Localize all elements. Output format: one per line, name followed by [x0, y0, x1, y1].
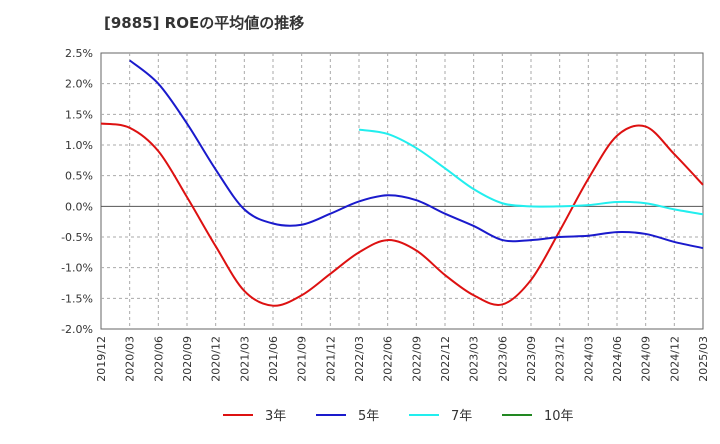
series-line-1: [100, 122, 704, 307]
plot-area: [100, 52, 704, 330]
x-tick-label: 2020/06: [152, 336, 165, 382]
x-tick-label: 2022/12: [439, 336, 452, 382]
y-tick-label: 1.5%: [65, 108, 93, 121]
x-tick-label: 2023/12: [554, 336, 567, 382]
x-tick-label: 2024/12: [668, 336, 681, 382]
x-tick-label: 2021/12: [324, 336, 337, 382]
y-tick-label: 0.0%: [65, 200, 93, 213]
series-line-3: [358, 128, 704, 216]
legend-label-3: 7年: [451, 409, 472, 424]
y-tick-label: 2.5%: [65, 47, 93, 60]
x-tick-label: 2024/03: [582, 336, 595, 382]
x-tick-label: 2020/03: [124, 336, 137, 382]
x-tick-label: 2023/03: [468, 336, 481, 382]
x-tick-label: 2024/06: [611, 336, 624, 382]
y-tick-label: -0.5%: [61, 231, 93, 244]
legend-label-4: 10年: [544, 409, 574, 424]
legend-label-1: 3年: [265, 409, 286, 424]
legend-label-2: 5年: [358, 409, 379, 424]
x-tick-label: 2023/06: [496, 336, 509, 382]
x-tick-label: 2019/12: [95, 336, 108, 382]
x-tick-label: 2021/09: [296, 336, 309, 382]
y-tick-label: -1.0%: [61, 262, 93, 275]
y-tick-label: 0.5%: [65, 170, 93, 183]
x-tick-label: 2025/03: [697, 336, 710, 382]
y-tick-label: -1.5%: [61, 292, 93, 305]
x-tick-label: 2022/06: [382, 336, 395, 382]
x-tick-label: 2023/09: [525, 336, 538, 382]
x-tick-label: 2021/03: [238, 336, 251, 382]
x-tick-label: 2020/09: [181, 336, 194, 382]
chart-title: [9885] ROEの平均値の推移: [104, 14, 305, 32]
x-tick-label: 2021/06: [267, 336, 280, 382]
y-tick-label: 2.0%: [65, 78, 93, 91]
series-line-2: [129, 59, 704, 250]
y-tick-label: 1.0%: [65, 139, 93, 152]
x-tick-label: 2020/12: [210, 336, 223, 382]
y-tick-label: -2.0%: [61, 323, 93, 336]
x-tick-label: 2022/03: [353, 336, 366, 382]
x-tick-label: 2022/09: [410, 336, 423, 382]
x-tick-label: 2024/09: [640, 336, 653, 382]
